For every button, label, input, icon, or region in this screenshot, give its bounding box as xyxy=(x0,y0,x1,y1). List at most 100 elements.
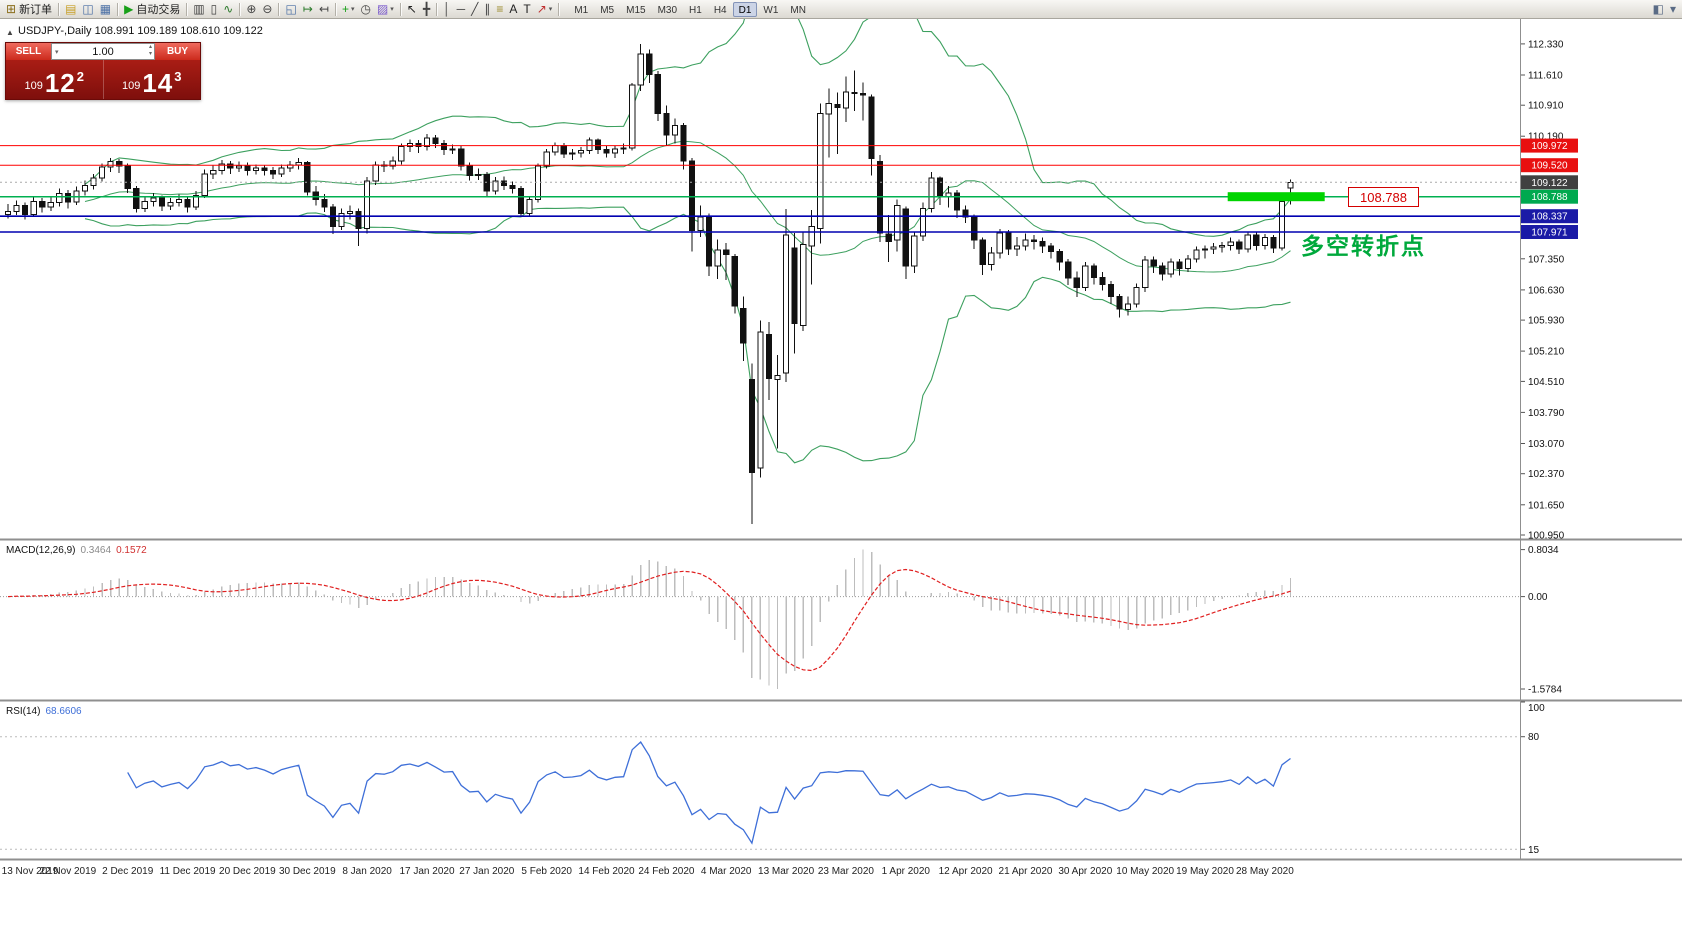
line-chart-icon[interactable]: ∿ xyxy=(220,1,236,18)
crosshair-icon[interactable]: ╋ xyxy=(420,1,433,18)
vertical-line-icon: │ xyxy=(443,2,451,16)
volume-spinner[interactable]: ▴ ▾ xyxy=(149,44,152,58)
zoom-in-icon[interactable]: ⊕ xyxy=(243,1,259,18)
candlestick-chart-icon[interactable]: ▯ xyxy=(208,1,221,18)
zoom-out-icon[interactable]: ⊖ xyxy=(259,1,275,18)
price-badge-label: 108.788 xyxy=(1531,192,1568,203)
zoom-in-icon: ⊕ xyxy=(246,2,257,16)
volume-up-icon[interactable]: ▴ xyxy=(148,44,152,50)
rsi-line xyxy=(127,740,1291,845)
arrow-tools-icon[interactable]: ↗ ▾ xyxy=(534,1,556,18)
date-label: 5 Feb 2020 xyxy=(521,866,572,877)
zoom-out-icon: ⊖ xyxy=(262,2,273,16)
label-icon[interactable]: T xyxy=(520,1,533,18)
volume-dropdown-icon[interactable]: ▾ xyxy=(55,48,59,56)
bar-chart-icon[interactable]: ▥ xyxy=(190,1,207,18)
macd-panel xyxy=(0,549,1520,689)
new-chart-icon[interactable]: + ▾ xyxy=(339,1,358,18)
timeframe-button-m1[interactable]: M1 xyxy=(574,4,589,16)
auto-scroll-icon: ↦ xyxy=(302,2,313,16)
price-badge-109.972 xyxy=(1521,138,1578,153)
price-label-box[interactable]: 108.788 xyxy=(1348,187,1419,207)
date-label: 13 Nov 2019 xyxy=(2,866,59,877)
text-icon: A xyxy=(509,2,518,16)
price-tick-label: 106.630 xyxy=(1528,285,1565,296)
date-label: 4 Mar 2020 xyxy=(701,866,752,877)
volume-down-icon[interactable]: ▾ xyxy=(148,51,152,57)
market-watch-icon[interactable]: ◫ xyxy=(79,1,96,18)
text-icon[interactable]: A xyxy=(506,1,520,18)
cycles-icon: ◷ xyxy=(360,2,371,16)
trendline-icon[interactable]: ╱ xyxy=(468,1,481,18)
date-label: 14 Feb 2020 xyxy=(578,866,635,877)
channel-icon[interactable]: ∥ xyxy=(481,1,493,18)
cycles-icon[interactable]: ◷ xyxy=(357,1,373,18)
auto-scroll-icon[interactable]: ↦ xyxy=(300,1,316,18)
price-axis[interactable] xyxy=(1520,18,1682,860)
date-label: 30 Dec 2019 xyxy=(279,866,336,877)
bid-pip-digit: 2 xyxy=(76,69,84,84)
timeframe-button-mn[interactable]: MN xyxy=(790,4,806,16)
price-tick-label: 103.790 xyxy=(1528,408,1565,419)
timeframe-button-w1[interactable]: W1 xyxy=(763,4,779,16)
templates-icon[interactable]: ▨ ▾ xyxy=(374,1,397,18)
data-window-icon: ▦ xyxy=(99,2,112,16)
cursor-icon[interactable]: ↖ xyxy=(404,1,420,18)
tile-windows-icon[interactable]: ◱ xyxy=(282,1,299,18)
time-axis[interactable] xyxy=(0,860,1520,880)
ask-price[interactable]: 109 14 3 xyxy=(102,60,201,99)
toolbar-separator xyxy=(436,2,438,16)
macd-indicator-label: MACD(12,26,9) 0.3464 0.1572 xyxy=(6,545,147,556)
data-window-icon[interactable]: ▦ xyxy=(97,1,114,18)
sell-button[interactable]: SELL xyxy=(6,43,51,60)
date-label: 17 Jan 2020 xyxy=(399,866,454,877)
profiles-icon[interactable]: ▤ xyxy=(62,1,79,18)
new-order-button[interactable]: ⊞ 新订单 xyxy=(3,1,55,18)
date-label: 24 Feb 2020 xyxy=(638,866,695,877)
timeframe-button-m5[interactable]: M5 xyxy=(600,4,615,16)
chart-list-icon: ◧ xyxy=(1652,2,1664,16)
date-label: 19 May 2020 xyxy=(1176,866,1234,877)
timeframe-button-m30[interactable]: M30 xyxy=(657,4,678,16)
price-tick-label: 107.350 xyxy=(1528,254,1565,265)
horizontal-line-icon[interactable]: ─ xyxy=(454,1,469,18)
date-label: 28 May 2020 xyxy=(1236,866,1294,877)
date-label: 27 Jan 2020 xyxy=(459,866,514,877)
fibonacci-icon[interactable]: ≡ xyxy=(493,1,506,18)
new-order-button-label: 新订单 xyxy=(19,4,53,16)
volume-input[interactable]: ▾ 1.00 ▴ ▾ xyxy=(51,43,155,60)
price-tick-label: 104.510 xyxy=(1528,377,1565,388)
oneclick-collapse-icon[interactable]: ▲ xyxy=(6,28,14,37)
toolbar-separator xyxy=(399,2,401,16)
vertical-line-icon[interactable]: │ xyxy=(440,1,454,18)
chart-shift-icon[interactable]: ↤ xyxy=(316,1,332,18)
chart-list-icon[interactable]: ◧ xyxy=(1650,1,1667,18)
toolbars-menu-icon[interactable]: ▾ xyxy=(1667,1,1679,18)
price-badge-107.971 xyxy=(1521,225,1578,239)
rsi-panel xyxy=(0,736,1520,850)
bollinger-middle-band xyxy=(84,140,1291,273)
timeframe-button-m15[interactable]: M15 xyxy=(626,4,646,16)
cursor-icon: ↖ xyxy=(406,2,417,16)
toolbar-separator xyxy=(58,2,60,16)
toolbar-buttons: ⊞ 新订单 ▤ ◫ ▦ ▶ 自动交易 ▥ ▯ ∿ ⊕ ⊖ ◱ ↦ ↤ + ▾ ◷ ▨ ▾ ↖ ╋ │ ─ ╱ ∥ ≡ A T ↗ ▾ xyxy=(3,1,562,18)
timeframe-button-h4[interactable]: H4 xyxy=(713,4,727,16)
price-badge-label: 108.337 xyxy=(1531,212,1568,223)
candlestick-chart-icon: ▯ xyxy=(210,2,218,16)
auto-trading-button[interactable]: ▶ 自动交易 xyxy=(121,1,183,18)
ask-prefix: 109 xyxy=(121,80,141,92)
ask-pip-digit: 3 xyxy=(174,69,182,84)
bid-price[interactable]: 109 12 2 xyxy=(6,60,103,99)
highlight-bar[interactable] xyxy=(1227,192,1325,202)
crosshair-icon: ╋ xyxy=(422,2,431,16)
price-badge-label: 109.520 xyxy=(1531,161,1568,172)
date-label: 8 Jan 2020 xyxy=(342,866,392,877)
timeframe-button-h1[interactable]: H1 xyxy=(689,4,702,16)
turning-point-note[interactable]: 多空转折点 xyxy=(1301,233,1426,259)
timeframe-button-d1[interactable]: D1 xyxy=(732,1,758,17)
buy-button[interactable]: BUY xyxy=(155,43,200,60)
new-chart-icon: + xyxy=(341,2,349,16)
macd-axis-label: -1.5784 xyxy=(1528,685,1562,696)
